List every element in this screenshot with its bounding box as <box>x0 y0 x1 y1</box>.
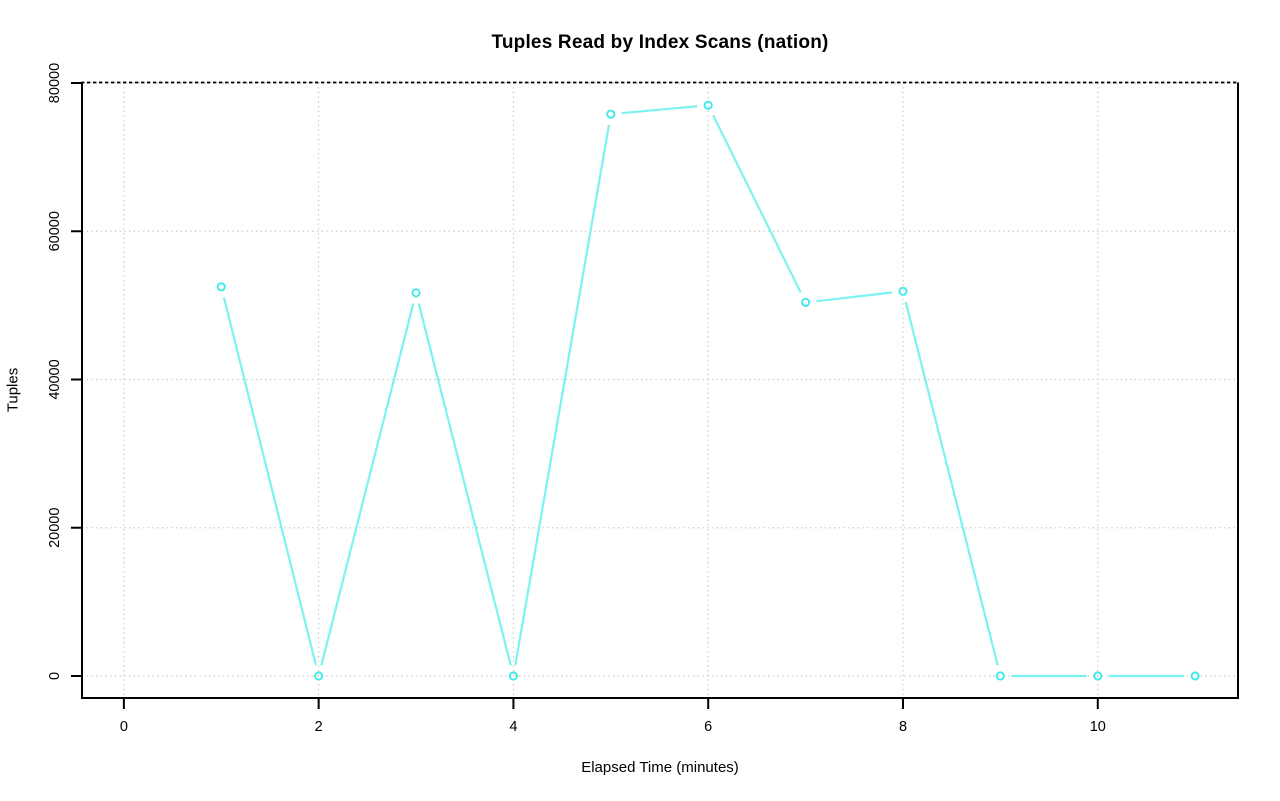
series-line-segment <box>621 105 698 115</box>
x-tick-label: 6 <box>704 719 712 735</box>
data-point-marker <box>314 671 324 681</box>
data-point-marker <box>703 100 713 110</box>
series-line-segment <box>712 114 802 294</box>
data-point-marker <box>801 297 811 307</box>
series-line-segment <box>904 301 999 666</box>
x-tick-label: 10 <box>1090 719 1106 735</box>
data-point-marker <box>411 288 421 298</box>
x-tick-label: 8 <box>899 719 907 735</box>
series-line-segment <box>816 291 893 303</box>
y-tick-label: 80000 <box>47 63 63 103</box>
x-tick-label: 0 <box>120 719 128 735</box>
series-line-segment <box>514 124 611 666</box>
series-line-segment <box>417 303 512 666</box>
data-point-marker <box>1093 671 1103 681</box>
x-axis-title: Elapsed Time (minutes) <box>581 759 739 776</box>
data-point-marker <box>1190 671 1200 681</box>
data-point-marker <box>606 109 616 119</box>
y-tick-label: 60000 <box>47 211 63 251</box>
data-point-marker <box>995 671 1005 681</box>
x-tick-label: 2 <box>315 719 323 735</box>
y-tick-label: 40000 <box>47 359 63 399</box>
series-line-segment <box>222 297 318 666</box>
y-tick-label: 0 <box>47 672 63 680</box>
y-tick-label: 20000 <box>47 508 63 548</box>
chart-title: Tuples Read by Index Scans (nation) <box>491 32 829 53</box>
data-point-marker <box>216 282 226 292</box>
x-tick-label: 4 <box>509 719 517 735</box>
y-axis-title-text: Tuples <box>4 367 22 413</box>
series-line-segment <box>320 303 415 666</box>
data-point-marker <box>508 671 518 681</box>
data-point-marker <box>898 286 908 296</box>
